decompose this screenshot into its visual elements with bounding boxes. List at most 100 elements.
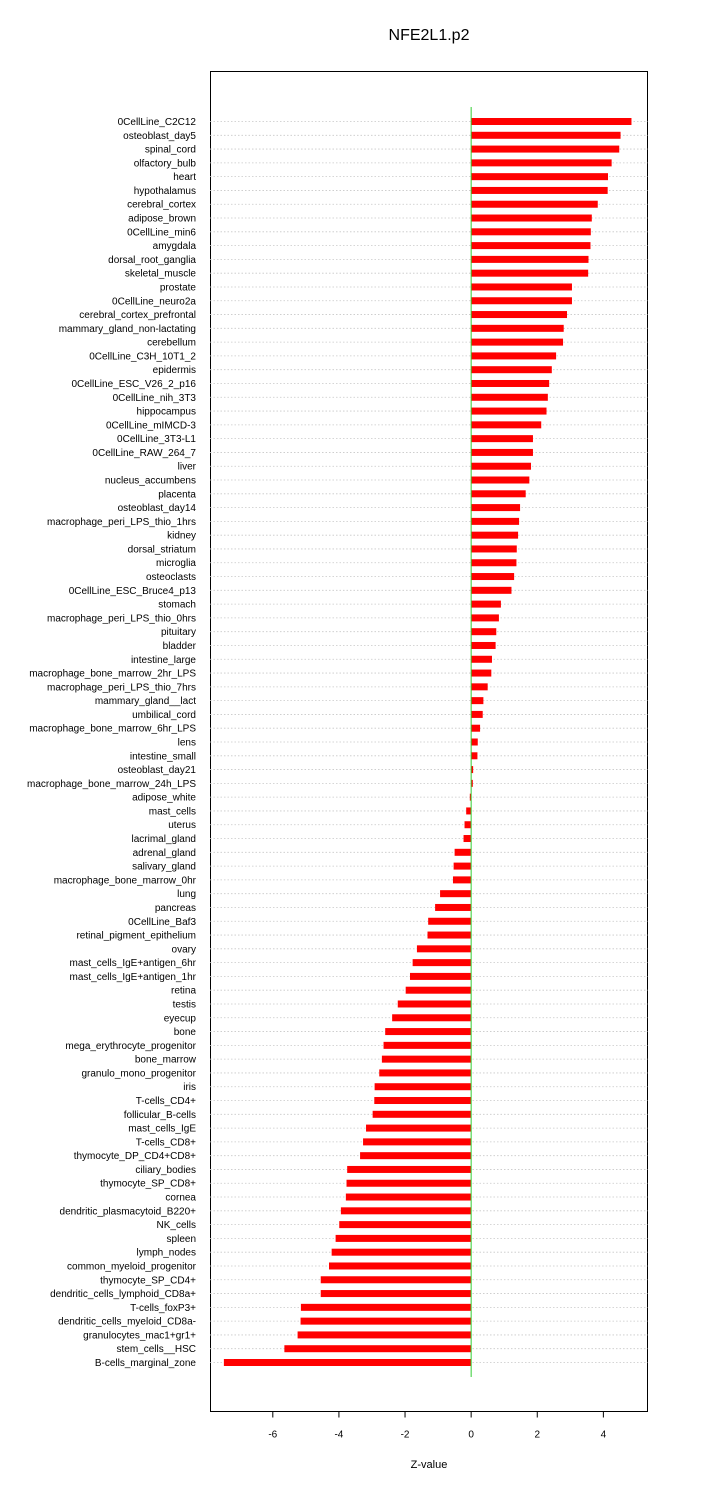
bar-thymocyte_SP_CD8+ — [346, 1179, 472, 1187]
x-tick-label: -4 — [334, 1430, 343, 1441]
bar-pancreas — [435, 903, 472, 911]
bar-epidermis — [471, 366, 552, 374]
bar-granulocytes_mac1+gr1+ — [297, 1331, 472, 1339]
bar-adrenal_gland — [454, 848, 472, 856]
category-label: NK_cells — [157, 1220, 196, 1231]
bar-bladder — [471, 641, 496, 649]
bars-layer — [223, 118, 632, 1366]
bar-mast_cells — [466, 807, 472, 815]
category-label: 0CellLine_ESC_Bruce4_p13 — [69, 586, 197, 597]
category-label: thymocyte_SP_CD4+ — [100, 1275, 196, 1286]
category-label: 0CellLine_neuro2a — [112, 296, 196, 307]
bar-0CellLine_C2C12 — [471, 118, 632, 125]
bar-placenta — [471, 490, 526, 498]
bar-salivary_gland — [453, 862, 472, 870]
category-label: macrophage_bone_marrow_24h_LPS — [27, 779, 196, 790]
bar-0CellLine_3T3-L1 — [471, 435, 533, 443]
bar-macrophage_bone_marrow_0hr — [452, 876, 472, 884]
bar-adipose_white — [469, 793, 472, 801]
category-label: pancreas — [155, 903, 196, 914]
bar-retina — [405, 986, 472, 994]
category-label: macrophage_bone_marrow_6hr_LPS — [29, 724, 196, 735]
category-label: 0CellLine_nih_3T3 — [113, 393, 197, 404]
bar-retinal_pigment_epithelium — [427, 931, 472, 939]
category-label: osteoblast_day21 — [118, 765, 197, 776]
category-label: 0CellLine_RAW_264_7 — [92, 448, 196, 459]
category-label: adrenal_gland — [133, 848, 196, 859]
category-label: spinal_cord — [145, 145, 196, 156]
bar-stomach — [471, 600, 501, 608]
category-label: cornea — [165, 1193, 196, 1204]
x-tick-label: -2 — [401, 1430, 410, 1441]
category-label: thymocyte_DP_CD4+CD8+ — [74, 1151, 196, 1162]
bar-spinal_cord — [471, 145, 620, 153]
category-label: kidney — [167, 531, 196, 542]
bar-mast_cells_IgE+antigen_1hr — [409, 972, 472, 980]
bar-0CellLine_Baf3 — [428, 917, 472, 925]
bar-amygdala — [471, 242, 591, 250]
category-label: dorsal_root_ganglia — [108, 255, 196, 266]
bar-osteoblast_day5 — [471, 131, 621, 139]
x-axis: -6 -4 -2 0 2 4 — [268, 1411, 607, 1441]
bar-umbilical_cord — [471, 710, 483, 718]
bar-dendritic_cells_lymphoid_CD8a+ — [320, 1290, 472, 1298]
category-label: retina — [171, 986, 196, 997]
chart-title: NFE2L1.p2 — [389, 27, 470, 44]
category-label: T-cells_foxP3+ — [130, 1303, 196, 1314]
bar-lung — [440, 890, 472, 898]
bar-mammary_gland_non-lactating — [471, 324, 564, 332]
bar-dendritic_cells_myeloid_CD8a- — [300, 1317, 472, 1325]
bar-testis — [397, 1000, 472, 1008]
category-label: umbilical_cord — [132, 710, 196, 721]
bar-cornea — [345, 1193, 472, 1201]
bar-0CellLine_min6 — [471, 228, 591, 236]
bar-kidney — [471, 531, 519, 539]
category-label: skeletal_muscle — [125, 269, 197, 280]
bar-intestine_large — [471, 655, 492, 663]
bar-ovary — [416, 945, 472, 953]
category-label: uterus — [168, 820, 196, 831]
category-label: lens — [178, 738, 196, 749]
bar-cerebral_cortex — [471, 200, 598, 208]
category-label: macrophage_bone_marrow_0hr — [54, 875, 197, 886]
category-label: macrophage_peri_LPS_thio_7hrs — [47, 682, 196, 693]
bar-cerebellum — [471, 338, 564, 346]
category-label: hypothalamus — [134, 186, 196, 197]
x-tick-label: 4 — [601, 1430, 607, 1441]
bar-follicular_B-cells — [372, 1110, 472, 1118]
category-label: follicular_B-cells — [124, 1110, 196, 1121]
bar-prostate — [471, 283, 572, 291]
bar-hippocampus — [471, 407, 547, 415]
category-label: nucleus_accumbens — [105, 476, 196, 487]
bar-eyecup — [392, 1014, 472, 1022]
category-label: 0CellLine_C2C12 — [118, 117, 197, 128]
category-label: cerebellum — [147, 338, 196, 349]
category-label: ovary — [172, 944, 196, 955]
category-label: granulocytes_mac1+gr1+ — [83, 1330, 196, 1341]
bar-macrophage_peri_LPS_thio_7hrs — [471, 683, 488, 691]
category-label: hippocampus — [137, 407, 196, 418]
category-label: olfactory_bulb — [134, 158, 197, 169]
category-label: spleen — [167, 1234, 196, 1245]
category-label: common_myeloid_progenitor — [67, 1261, 197, 1272]
bar-mast_cells_IgE+antigen_6hr — [412, 959, 472, 967]
bar-cerebral_cortex_prefrontal — [471, 311, 568, 319]
x-tick-label: 0 — [468, 1430, 474, 1441]
bar-0CellLine_RAW_264_7 — [471, 448, 533, 456]
category-label: 0CellLine_min6 — [127, 227, 196, 238]
bar-iris — [374, 1083, 472, 1091]
bar-hypothalamus — [471, 186, 608, 194]
category-label: iris — [183, 1082, 196, 1093]
bar-T-cells_CD4+ — [374, 1097, 472, 1105]
bar-0CellLine_nih_3T3 — [471, 393, 548, 401]
bar-dendritic_plasmacytoid_B220+ — [340, 1207, 472, 1215]
bar-osteoblast_day21 — [471, 766, 474, 774]
bar-T-cells_foxP3+ — [300, 1303, 472, 1311]
category-label: mast_cells_IgE+antigen_6hr — [70, 958, 197, 969]
bar-uterus — [464, 821, 472, 829]
category-label: intestine_large — [131, 655, 196, 666]
x-tick-label: 2 — [534, 1430, 540, 1441]
category-label: osteoblast_day14 — [118, 503, 197, 514]
category-label: cerebral_cortex — [127, 200, 196, 211]
category-label: osteoblast_day5 — [123, 131, 196, 142]
